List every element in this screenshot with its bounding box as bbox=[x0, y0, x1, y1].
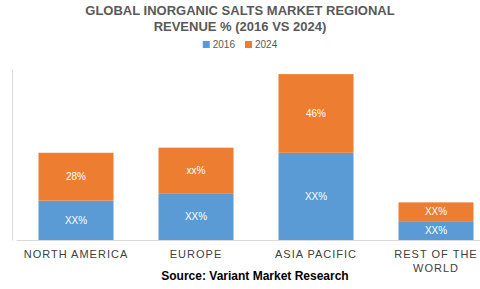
tick-label: EUROPE bbox=[170, 248, 222, 260]
annotation: Source: Variant Market Research bbox=[161, 269, 348, 283]
legend-item: 2024 bbox=[245, 39, 278, 50]
data-labels: XX% XX% XX% XX% 28% xx% 46% XX% bbox=[65, 108, 447, 236]
bar-segment bbox=[159, 148, 234, 194]
bar-segment bbox=[39, 153, 114, 201]
bars bbox=[39, 74, 474, 240]
chart: GLOBAL INORGANIC SALTS MARKET REGIONALRE… bbox=[0, 0, 480, 289]
legend-swatch bbox=[203, 41, 210, 48]
legend-label: 2024 bbox=[255, 39, 278, 50]
data-label: XX% bbox=[425, 206, 447, 217]
bar-segment bbox=[279, 74, 354, 153]
data-label: 28% bbox=[66, 171, 86, 182]
data-label: XX% bbox=[425, 225, 447, 236]
data-label: XX% bbox=[65, 215, 87, 226]
bar-segment bbox=[399, 221, 474, 240]
tick-label: NORTH AMERICA bbox=[24, 248, 128, 260]
tick: EUROPE bbox=[170, 248, 222, 260]
legend-item: 2016 bbox=[203, 39, 236, 50]
legend-swatch bbox=[245, 41, 252, 48]
tick: NORTH AMERICA bbox=[24, 248, 128, 260]
data-label: XX% bbox=[305, 191, 327, 202]
tick: REST OF THEWORLD bbox=[394, 248, 477, 274]
y-axis bbox=[12, 70, 14, 241]
tick-label: REST OF THEWORLD bbox=[394, 248, 477, 274]
bar-segment bbox=[399, 202, 474, 221]
tick: ASIA PACIFIC bbox=[275, 248, 357, 260]
tick-label: ASIA PACIFIC bbox=[275, 248, 357, 260]
axis-line bbox=[17, 240, 480, 241]
legend: 2016 2024 bbox=[203, 39, 278, 50]
axis-line bbox=[12, 70, 13, 241]
bar-segment bbox=[39, 201, 114, 240]
data-label: XX% bbox=[185, 211, 207, 222]
bar-segment bbox=[279, 153, 354, 240]
legend-label: 2016 bbox=[213, 39, 236, 50]
bar-segment bbox=[159, 194, 234, 240]
data-label: 46% bbox=[306, 108, 326, 119]
title: GLOBAL INORGANIC SALTS MARKET REGIONALRE… bbox=[85, 3, 394, 34]
data-label: xx% bbox=[187, 165, 206, 176]
